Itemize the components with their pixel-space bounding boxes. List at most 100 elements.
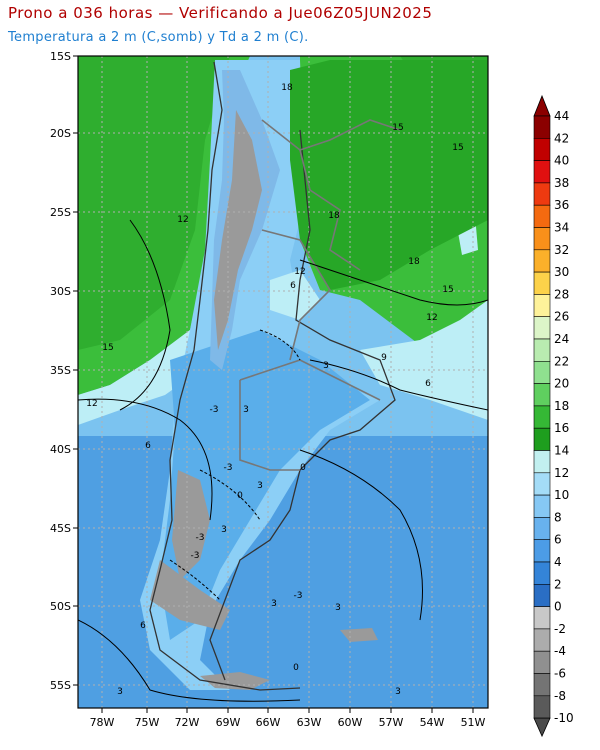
contour-label: 3 [395, 687, 401, 697]
contour-label: 12 [426, 313, 437, 323]
contour-label: 12 [294, 267, 305, 277]
lat-label: 30S [50, 285, 71, 298]
lat-label: 15S [50, 50, 71, 63]
colorbar-swatch [533, 405, 551, 429]
colorbar-label: 32 [554, 243, 569, 257]
colorbar-swatch [533, 673, 551, 697]
colorbar-swatch [533, 338, 551, 362]
colorbar-label: 4 [554, 555, 562, 569]
colorbar-swatch [533, 160, 551, 184]
colorbar-swatch [533, 316, 551, 340]
contour-label: 9 [381, 353, 387, 363]
colorbar-swatch [533, 539, 551, 563]
atlantic-cool-band [360, 300, 488, 420]
colorbar-swatch [533, 561, 551, 585]
plata-cool-patch [270, 270, 320, 320]
contour-label: -3 [191, 551, 200, 561]
colorbar-label: 26 [554, 310, 569, 324]
contour-line [309, 359, 488, 411]
contour-label: 3 [243, 405, 249, 415]
contour-label: 15 [452, 143, 463, 153]
colorbar-swatch [533, 204, 551, 228]
contour-line [119, 219, 171, 411]
contour-label: 6 [290, 281, 296, 291]
contour-label: 3 [257, 481, 263, 491]
colorbar-label: 2 [554, 577, 562, 591]
colorbar-label: 30 [554, 265, 569, 279]
lat-label: 20S [50, 127, 71, 140]
colorbar-label: 28 [554, 287, 569, 301]
colorbar-label: 38 [554, 176, 569, 190]
colorbar-label: 42 [554, 131, 569, 145]
contour-label: 12 [177, 215, 188, 225]
lat-label: 40S [50, 443, 71, 456]
contour-lines [78, 219, 488, 702]
contour-label: 3 [117, 687, 123, 697]
colorbar-label: 22 [554, 354, 569, 368]
lon-label: 66W [256, 716, 281, 729]
colorbar-label: 40 [554, 154, 569, 168]
colorbar-swatch [533, 383, 551, 407]
tierra-fuego-gray-area [200, 672, 270, 690]
colorbar-swatch [533, 138, 551, 161]
colorbar-label: -10 [554, 711, 574, 725]
contour-label: 0 [300, 463, 306, 473]
map-fields [78, 56, 488, 708]
colorbar-label: 12 [554, 466, 569, 480]
lat-label: 50S [50, 600, 71, 613]
latitude-labels: 15S 20S 25S 30S 35S 40S 45S 50S 55S [50, 50, 78, 692]
contour-label: 15 [102, 343, 113, 353]
border-line-1 [261, 119, 401, 151]
colorbar-label: 14 [554, 444, 569, 458]
contour-line [259, 329, 301, 361]
lat-label: 35S [50, 364, 71, 377]
contour-label: 18 [408, 257, 420, 267]
contour-label: -3 [224, 463, 233, 473]
contour-label: 18 [328, 211, 340, 221]
colorbar-swatch [533, 450, 551, 474]
lon-label: 75W [135, 716, 160, 729]
colorbar-label: 0 [554, 600, 562, 614]
colorbar-swatch [533, 583, 551, 607]
map-title: Prono a 036 horas — Verificando a Jue06Z… [8, 4, 433, 22]
colorbar-swatch [533, 650, 551, 674]
lat-label: 25S [50, 206, 71, 219]
contour-label: 3 [221, 525, 227, 535]
contour-line [299, 449, 423, 621]
lon-label: 69W [216, 716, 241, 729]
colorbar-swatch [533, 494, 551, 518]
colorbar-swatch [533, 182, 551, 206]
colorbar-swatch [533, 606, 551, 630]
colorbar-label: 6 [554, 533, 562, 547]
pacific-warmer-area [78, 56, 230, 350]
contour-line [169, 559, 221, 601]
contour-line [199, 469, 261, 521]
contour-labels: 18 15 15 12 18 18 12 6 15 12 15 9 3 6 12 3 -3 6 0 3 -3 3 -3 0 -3… [86, 83, 463, 697]
colorbar-swatch [533, 472, 551, 496]
colorbar-label: -2 [554, 622, 566, 636]
contour-label: 15 [392, 123, 403, 133]
colorbar-swatch [533, 427, 551, 451]
contour-line [78, 619, 301, 702]
colorbar-swatch [533, 517, 551, 541]
south-andes-gray-area [150, 560, 230, 630]
colorbar-swatch [533, 360, 551, 384]
political-borders [239, 119, 401, 471]
colorbar-label: 20 [554, 377, 569, 391]
colorbar-swatch [533, 695, 551, 719]
pacific-cool-band [78, 330, 200, 425]
colorbar-swatch [533, 249, 551, 273]
lon-label: 63W [297, 716, 322, 729]
plot-frame [77, 55, 489, 709]
lon-label: 72W [175, 716, 200, 729]
map-grid [78, 56, 488, 708]
border-line-4 [239, 359, 381, 401]
contour-label: 3 [323, 361, 329, 371]
lon-label: 57W [379, 716, 404, 729]
colorbar-label: 34 [554, 221, 569, 235]
contour-label: 6 [145, 441, 151, 451]
colorbar-label: 10 [554, 488, 569, 502]
contour-label: 0 [237, 491, 243, 501]
contour-label: -3 [210, 405, 219, 415]
